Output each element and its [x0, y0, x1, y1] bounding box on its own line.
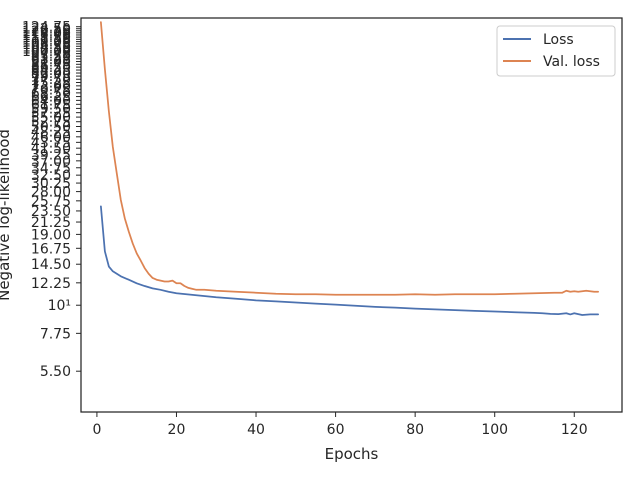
y-tick-label: 12.25: [31, 276, 71, 292]
y-tick-label: 52.75: [31, 115, 71, 131]
y-tick-label: 19.00: [31, 227, 71, 243]
plot-area: [100, 21, 600, 316]
y-tick-label: 115.75: [22, 28, 71, 44]
y-tick-label: 5.50: [40, 364, 71, 380]
axes-frame: [80, 17, 623, 413]
y-tick-label: 100.00: [22, 44, 71, 60]
series-line-val-loss: [100, 21, 600, 296]
x-tick-label: 60: [327, 422, 345, 438]
y-tick-label: 61.75: [31, 97, 71, 113]
y-tick-label: 34.75: [31, 161, 71, 177]
y-tick-label: 14.50: [31, 257, 71, 273]
legend-entry: Val. loss: [543, 54, 600, 70]
y-tick-label: 46.00: [31, 130, 71, 146]
y-tick-label: 16.75: [31, 241, 71, 257]
x-tick-label: 100: [481, 422, 508, 438]
y-tick-label: 111.25: [22, 32, 71, 48]
y-tick-label: 10¹: [48, 298, 71, 314]
y-tick-label: 79.75: [31, 69, 71, 85]
x-tick-label: 80: [406, 422, 424, 438]
y-tick-label: 21.25: [31, 215, 71, 231]
x-tick-label: 120: [561, 422, 588, 438]
y-tick-label: 82.00: [31, 66, 71, 82]
y-axis: 5.50 7.75 10¹ 12.25 14.5016.7519.0021.2523.5…: [22, 20, 81, 380]
y-tick-label: 122.50: [22, 22, 71, 38]
y-tick-label: 43.75: [31, 135, 71, 151]
x-tick-label: 0: [92, 422, 101, 438]
y-tick-label: 113.50: [22, 30, 71, 46]
y-tick-label: 32.50: [31, 168, 71, 184]
y-tick-label: 41.50: [31, 141, 71, 157]
y-tick-label: 50.50: [31, 120, 71, 136]
x-axis: 0 20 40 60 80 100 120: [92, 412, 588, 438]
y-tick-label: 57.25: [31, 106, 71, 122]
y-tick-label: 48.25: [31, 125, 71, 141]
y-tick-label: 91.00: [31, 55, 71, 71]
y-tick-label: 77.50: [31, 72, 71, 88]
y-tick-label: 88.75: [31, 57, 71, 73]
y-tick-label: 109.00: [22, 35, 71, 51]
legend: Loss Val. loss: [496, 25, 616, 77]
y-tick-label: 64.00: [31, 93, 71, 109]
x-tick-label: 40: [247, 422, 265, 438]
y-tick-label: 37.00: [31, 154, 71, 170]
x-tick-label: 20: [168, 422, 186, 438]
y-tick-label: 104.50: [22, 39, 71, 55]
y-tick-label: 30.25: [31, 176, 71, 192]
y-tick-label: 39.25: [31, 147, 71, 163]
y-tick-label: 55.00: [31, 110, 71, 126]
y-tick-label: 70.75: [31, 82, 71, 98]
y-tick-label: 86.50: [31, 60, 71, 76]
y-tick-label: 28.00: [31, 185, 71, 201]
y-tick-label: 102.25: [22, 42, 71, 58]
y-tick-label: 84.25: [31, 63, 71, 79]
y-tick-label: 23.50: [31, 204, 71, 220]
y-tick-label: 7.75: [40, 326, 71, 342]
y-tick-label: 93.25: [31, 52, 71, 68]
y-tick-label: 97.75: [31, 47, 71, 63]
y-tick-label: 120.25: [22, 24, 71, 40]
y-tick-label: 66.25: [31, 90, 71, 106]
y-tick-label: 73.00: [31, 79, 71, 95]
y-tick-label: 25.75: [31, 194, 71, 210]
series-line-loss: [100, 205, 600, 316]
y-tick-label: 68.50: [31, 86, 71, 102]
y-tick-label: 124.75: [22, 20, 71, 36]
y-tick-label: 106.75: [22, 37, 71, 53]
y-tick-label: 75.25: [31, 75, 71, 91]
y-tick-label: 59.50: [31, 101, 71, 117]
legend-entry: Loss: [543, 32, 574, 48]
y-tick-label: 95.50: [31, 49, 71, 65]
y-tick-label: 118.00: [22, 26, 71, 42]
x-axis-label: Epochs: [325, 445, 379, 463]
y-axis-label: Negative log-likelihood: [0, 129, 13, 301]
